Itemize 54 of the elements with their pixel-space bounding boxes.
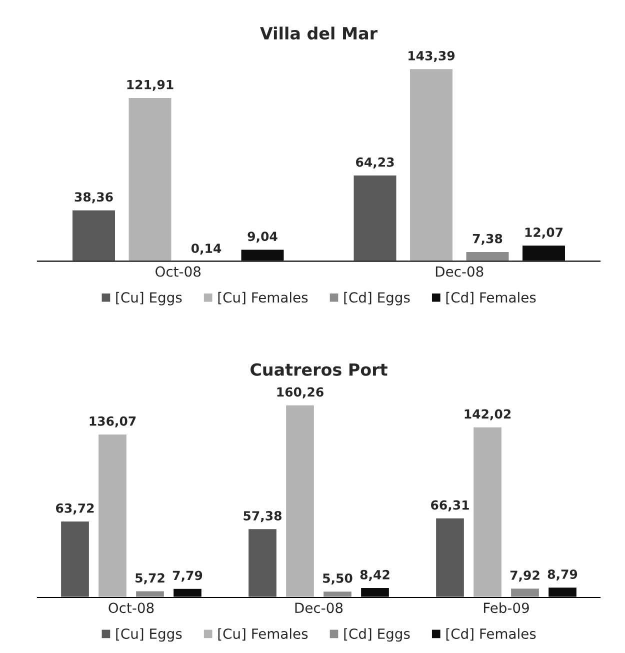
legend-label: [Cd] Eggs [344, 628, 410, 642]
bar [408, 68, 454, 262]
data-label: 9,04 [248, 232, 278, 243]
legend-label: [Cu] Females [218, 628, 308, 641]
data-label: 63,72 [56, 503, 94, 514]
data-label: 5,72 [136, 573, 164, 584]
data-label: 57,38 [244, 511, 282, 522]
legend-label: [Cu] Eggs [116, 628, 182, 642]
bar [521, 244, 566, 262]
data-label: 7,92 [510, 570, 540, 582]
chart-title: Villa del Mar [260, 26, 378, 40]
bar [172, 587, 203, 598]
data-label: 12,07 [525, 228, 563, 239]
data-label: 7,79 [172, 570, 202, 582]
chart-title: Cuatreros Port [250, 363, 388, 376]
bar [434, 517, 466, 598]
data-label: 143,39 [408, 50, 455, 62]
bar [127, 96, 173, 262]
legend-label: [Cd] Eggs [344, 292, 410, 306]
bar [547, 586, 578, 598]
bar [510, 587, 540, 598]
bar [240, 248, 286, 262]
bar [247, 528, 278, 598]
legend-label: [Cu] Eggs [116, 292, 182, 306]
bar [464, 250, 510, 262]
legend-label: [Cu] Females [218, 292, 308, 304]
data-label: 160,26 [277, 387, 324, 398]
data-label: 38,36 [74, 192, 113, 204]
legend-label: [Cd] Females [446, 628, 536, 641]
bar [134, 590, 166, 598]
data-label: 8,42 [360, 570, 390, 581]
bar [360, 586, 390, 598]
bar [97, 433, 128, 598]
bar [60, 520, 90, 598]
data-label: 142,02 [464, 409, 511, 420]
bar [71, 208, 116, 262]
x-tick-label: Feb-09 [484, 602, 529, 614]
data-label: 7,38 [472, 234, 502, 245]
bar [352, 174, 398, 262]
bar [322, 590, 353, 598]
x-tick-label: Dec-08 [436, 266, 484, 277]
data-label: 136,07 [90, 416, 136, 428]
legend-label: [Cd] Females [446, 292, 536, 304]
data-label: 5,50 [323, 573, 352, 584]
bar [472, 426, 503, 598]
data-label: 64,23 [356, 157, 394, 168]
x-tick-label: Dec-08 [295, 602, 343, 614]
bar [284, 404, 316, 598]
data-label: 121,91 [127, 80, 174, 91]
data-label: 0,14 [191, 244, 222, 255]
x-tick-label: Oct-08 [108, 602, 154, 614]
data-label: 66,31 [431, 500, 469, 512]
x-tick-label: Oct-08 [156, 266, 201, 277]
data-label: 8,79 [548, 569, 578, 581]
